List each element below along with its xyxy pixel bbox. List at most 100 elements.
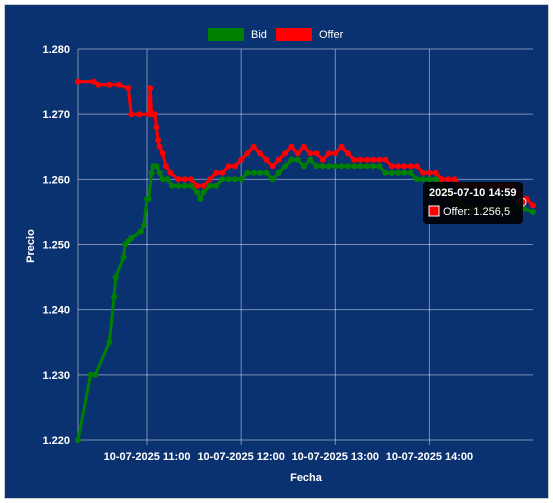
- data-point-offer: [332, 150, 339, 157]
- data-point-bid: [238, 176, 245, 183]
- data-point-offer: [338, 143, 345, 150]
- data-point-bid: [288, 156, 295, 163]
- data-point-bid: [175, 182, 182, 189]
- data-point-offer: [106, 81, 113, 88]
- tooltip-title: 2025-07-10 14:59: [429, 187, 516, 199]
- data-point-bid: [197, 195, 204, 202]
- y-tick-label: 1.230: [42, 370, 70, 382]
- data-point-bid: [432, 176, 439, 183]
- data-point-offer: [238, 156, 245, 163]
- tooltip-label: Offer: 1.256,5: [443, 206, 510, 218]
- data-point-offer: [181, 176, 188, 183]
- data-point-bid: [92, 371, 99, 378]
- legend-bid-label[interactable]: Bid: [251, 29, 267, 41]
- data-point-offer: [250, 143, 257, 150]
- data-point-bid: [326, 163, 332, 170]
- data-point-bid: [112, 274, 119, 281]
- legend-offer-swatch[interactable]: [276, 28, 312, 41]
- data-point-offer: [439, 176, 445, 183]
- data-point-offer: [231, 163, 238, 170]
- chart-panel: [4, 4, 549, 499]
- data-point-bid: [388, 169, 395, 176]
- data-point-bid: [263, 169, 270, 176]
- data-point-bid: [213, 182, 220, 189]
- data-point-offer: [370, 156, 376, 163]
- data-point-bid: [357, 163, 364, 170]
- data-point-offer: [269, 163, 276, 170]
- data-point-offer: [319, 156, 326, 163]
- tooltip-swatch: [428, 205, 440, 217]
- data-point-bid: [106, 339, 113, 346]
- data-point-offer: [156, 143, 163, 150]
- data-point-bid: [156, 169, 163, 176]
- data-point-offer: [136, 111, 143, 118]
- data-point-bid: [426, 176, 433, 183]
- data-point-offer: [155, 137, 161, 144]
- data-point-offer: [244, 150, 251, 157]
- data-point-bid: [395, 169, 402, 176]
- data-point-bid: [319, 163, 326, 170]
- data-point-bid: [407, 169, 414, 176]
- x-tick-label: 10-07-2025 11:00: [104, 451, 191, 463]
- data-point-offer: [75, 78, 81, 85]
- legend-offer-label[interactable]: Offer: [319, 29, 344, 41]
- data-point-bid: [307, 156, 314, 163]
- data-point-bid: [269, 176, 276, 183]
- data-point-offer: [445, 176, 452, 183]
- y-tick-label: 1.260: [42, 174, 70, 186]
- data-point-offer: [420, 169, 427, 176]
- data-point-offer: [451, 176, 458, 183]
- data-point-bid: [164, 176, 171, 183]
- data-point-offer: [282, 150, 289, 157]
- data-point-offer: [294, 150, 301, 157]
- data-point-bid: [137, 228, 144, 235]
- data-point-bid: [530, 208, 536, 215]
- data-point-offer: [125, 85, 132, 92]
- data-point-offer: [159, 150, 166, 157]
- data-point-bid: [169, 182, 176, 189]
- data-point-offer: [213, 169, 220, 176]
- data-point-bid: [75, 437, 81, 443]
- data-point-bid: [231, 176, 238, 183]
- y-tick-label: 1.220: [42, 435, 70, 447]
- data-point-offer: [307, 150, 314, 157]
- data-point-offer: [200, 182, 207, 189]
- x-tick-label: 10-07-2025 14:00: [386, 451, 473, 463]
- data-point-offer: [128, 111, 135, 118]
- data-point-bid: [225, 176, 232, 183]
- data-point-offer: [188, 176, 194, 183]
- data-point-offer: [357, 156, 364, 163]
- data-point-offer: [432, 169, 439, 176]
- data-point-offer: [90, 78, 97, 85]
- data-point-bid: [200, 189, 207, 196]
- data-point-bid: [376, 163, 383, 170]
- data-point-offer: [426, 169, 433, 176]
- series-lines: [76, 80, 535, 441]
- y-tick-label: 1.270: [42, 109, 70, 121]
- data-point-offer: [288, 143, 295, 150]
- data-point-bid: [413, 176, 420, 183]
- data-point-offer: [388, 163, 395, 170]
- data-point-bid: [159, 176, 166, 183]
- data-point-offer: [225, 163, 232, 170]
- data-point-offer: [407, 163, 414, 170]
- data-point-bid: [282, 163, 289, 170]
- data-point-bid: [300, 163, 307, 170]
- data-point-offer: [162, 163, 169, 170]
- data-point-offer: [257, 150, 263, 157]
- data-point-bid: [294, 156, 301, 163]
- tooltip-box: [423, 182, 523, 224]
- data-point-bid: [244, 169, 251, 176]
- data-point-offer: [175, 176, 182, 183]
- legend-bid-swatch[interactable]: [208, 28, 244, 41]
- data-point-bid: [128, 235, 135, 241]
- y-tick-label: 1.240: [42, 305, 70, 317]
- data-point-offer: [376, 156, 383, 163]
- data-point-offer: [115, 81, 122, 88]
- data-point-offer: [167, 169, 174, 176]
- data-point-offer: [219, 169, 226, 176]
- data-point-offer: [382, 156, 389, 163]
- data-point-bid: [382, 169, 389, 176]
- data-point-bid: [420, 176, 427, 183]
- series-points: [75, 78, 536, 443]
